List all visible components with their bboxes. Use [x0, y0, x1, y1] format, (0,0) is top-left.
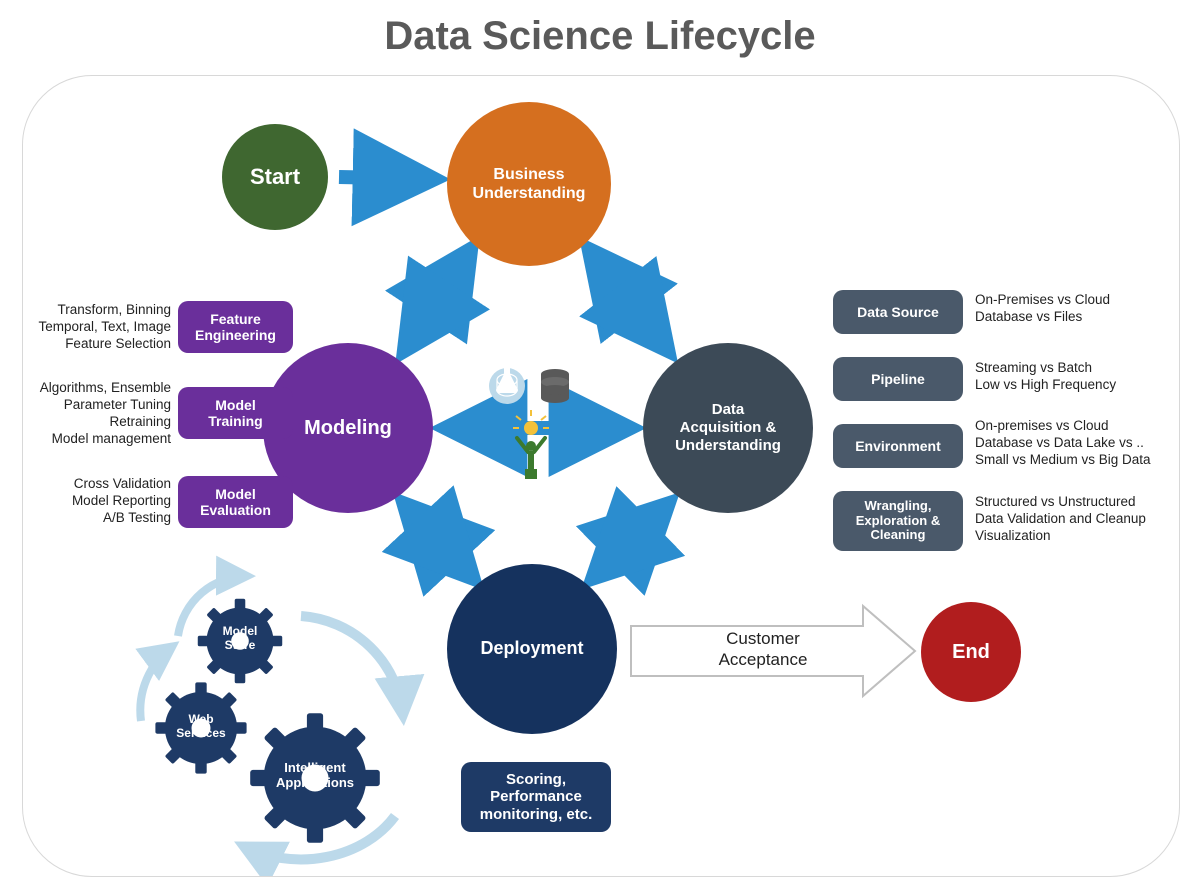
customer-acceptance-label: Customer Acceptance — [663, 628, 863, 671]
end-label: End — [952, 640, 990, 664]
deployment-node: Deployment — [447, 564, 617, 734]
card-wrangling: Wrangling, Exploration & Cleaning — [833, 491, 963, 551]
card-feature-engineering-label: Feature Engineering — [195, 311, 276, 343]
desc-environment: On-premises vs Cloud Database vs Data La… — [975, 418, 1185, 469]
arrow-business-data — [591, 252, 666, 348]
desc-model-evaluation: Cross Validation Model Reporting A/B Tes… — [23, 476, 171, 527]
start-label: Start — [250, 164, 300, 190]
deploy-label: Deployment — [480, 638, 583, 660]
diagram-canvas: Start Business Understanding Modeling Da… — [22, 75, 1180, 877]
gear-cycle-arrow-2 — [140, 646, 173, 721]
data-acquisition-node: Data Acquisition & Understanding — [643, 343, 813, 513]
modeling-label: Modeling — [304, 416, 392, 440]
flask-icon — [489, 362, 525, 404]
card-model-training: Model Training — [178, 387, 293, 439]
gear-model-store-label: Model Store — [203, 624, 277, 652]
business-understanding-node: Business Understanding — [447, 102, 611, 266]
start-node: Start — [222, 124, 328, 230]
desc-pipeline: Streaming vs Batch Low vs High Frequency — [975, 360, 1185, 394]
card-environment: Environment — [833, 424, 963, 468]
card-pipeline-label: Pipeline — [871, 371, 925, 387]
card-wrangling-label: Wrangling, Exploration & Cleaning — [856, 499, 941, 544]
gear-intelligent-apps-label: Intelligent Applications — [261, 760, 369, 790]
card-feature-engineering: Feature Engineering — [178, 301, 293, 353]
page-title: Data Science Lifecycle — [0, 14, 1200, 59]
arrow-business-modeling — [406, 252, 469, 348]
card-model-evaluation: Model Evaluation — [178, 476, 293, 528]
card-model-evaluation-label: Model Evaluation — [200, 486, 271, 518]
arrow-modeling-deploy — [406, 506, 471, 576]
card-model-training-label: Model Training — [208, 397, 262, 429]
desc-feature-engineering: Transform, Binning Temporal, Text, Image… — [23, 302, 171, 353]
business-label: Business Understanding — [473, 165, 586, 203]
gear-cycle-arrow-3 — [243, 816, 395, 859]
desc-wrangling: Structured vs Unstructured Data Validati… — [975, 494, 1185, 545]
gear-cycle-arrow-1 — [178, 576, 248, 636]
gear-web-services-label: Web Services — [163, 712, 239, 740]
card-scoring-label: Scoring, Performance monitoring, etc. — [480, 771, 593, 823]
card-scoring: Scoring, Performance monitoring, etc. — [461, 762, 611, 832]
card-data-source-label: Data Source — [857, 304, 939, 320]
desc-model-training: Algorithms, Ensemble Parameter Tuning Re… — [23, 380, 171, 448]
arrow-data-deploy — [595, 506, 666, 576]
card-pipeline: Pipeline — [833, 357, 963, 401]
database-icon — [541, 369, 569, 403]
card-data-source: Data Source — [833, 290, 963, 334]
card-environment-label: Environment — [855, 438, 941, 454]
arrow-start-business — [339, 177, 431, 179]
gear-model-store — [180, 581, 299, 700]
end-node: End — [921, 602, 1021, 702]
desc-data-source: On-Premises vs Cloud Database vs Files — [975, 292, 1185, 326]
gear-cycle-arrow-4 — [301, 616, 403, 716]
gear-intelligent-apps — [223, 686, 406, 869]
data-label: Data Acquisition & Understanding — [675, 401, 781, 455]
person-idea-icon — [513, 410, 549, 479]
gear-web-services — [137, 664, 266, 793]
